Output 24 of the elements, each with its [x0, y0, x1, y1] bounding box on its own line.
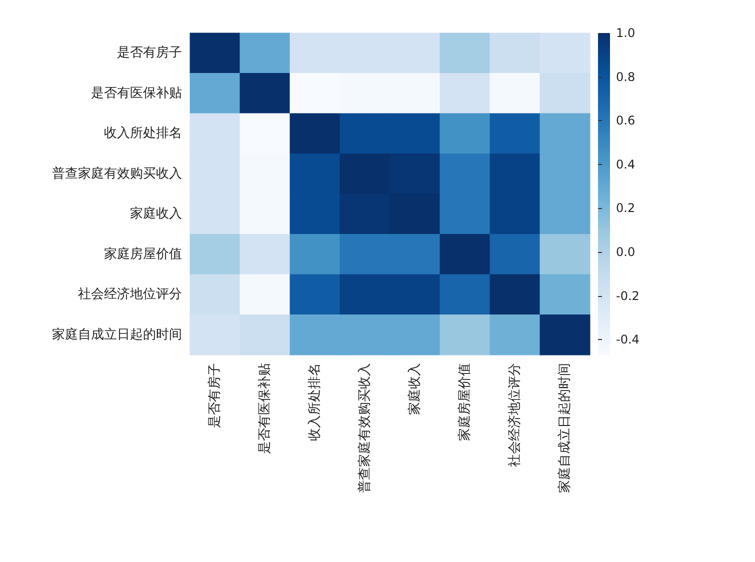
y-tick-label: 收入所处排名: [104, 126, 182, 142]
color-bar-label: 0.0: [616, 245, 636, 260]
x-tick-label: 家庭自成立日起的时间: [556, 363, 572, 493]
color-bar-label: 1.0: [616, 26, 636, 40]
x-tick-label: 收入所处排名: [308, 363, 322, 441]
color-bar-label: 0.6: [616, 114, 636, 128]
y-tick-label: 是否有房子: [117, 44, 182, 61]
y-tick-label: 普查家庭有效购买收入: [52, 165, 182, 182]
y-tick-label: 家庭自成立日起的时间: [52, 326, 182, 342]
x-tick-label: 是否有房子: [206, 363, 222, 428]
y-tick-label: 家庭收入: [130, 206, 182, 222]
color-bar-label: 0.4: [616, 157, 636, 172]
x-tick-label: 社会经济地位评分: [508, 363, 522, 467]
y-tick-label: 是否有医保补贴: [91, 86, 182, 101]
y-tick-label: 社会经济地位评分: [78, 287, 182, 302]
color-bar-label: -0.4: [616, 332, 640, 347]
x-tick-label: 是否有医保补贴: [258, 363, 272, 454]
color-bar-label: -0.2: [616, 288, 640, 303]
color-bar-label: 0.8: [616, 70, 636, 84]
color-bar-label: 0.2: [616, 201, 636, 216]
y-tick-label: 家庭房屋价值: [104, 246, 182, 262]
x-tick-label: 家庭收入: [406, 363, 422, 415]
x-tick-label: 家庭房屋价值: [456, 363, 472, 441]
x-tick-label: 普查家庭有效购买收入: [356, 363, 372, 493]
